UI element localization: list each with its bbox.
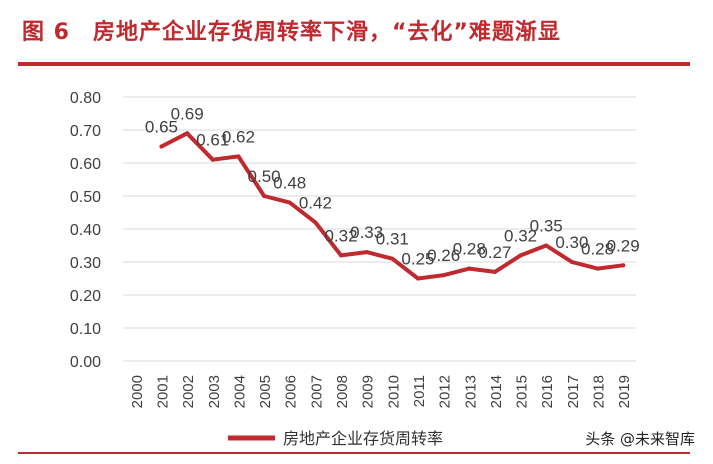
y-tick-label: 0.50	[70, 189, 101, 206]
data-label: 0.32	[324, 226, 357, 245]
data-point	[339, 253, 344, 258]
x-tick-label: 2007	[308, 375, 325, 408]
x-tick-label: 2011	[411, 375, 428, 407]
x-tick-label: 2005	[257, 375, 274, 408]
data-label: 0.27	[478, 243, 511, 262]
x-tick-label: 2002	[180, 375, 197, 408]
data-point	[492, 269, 497, 274]
data-point	[569, 260, 574, 264]
data-point	[287, 200, 292, 205]
y-tick-label: 0.10	[70, 321, 101, 338]
x-tick-label: 2013	[462, 375, 479, 408]
data-point	[595, 266, 600, 271]
y-tick-label: 0.30	[70, 255, 101, 272]
x-tick-label: 2017	[565, 375, 582, 408]
data-point	[621, 263, 626, 268]
x-tick-label: 2008	[334, 375, 351, 408]
x-tick-label: 2006	[283, 375, 300, 408]
y-tick-label: 0.00	[70, 354, 101, 371]
data-point	[159, 144, 164, 149]
x-tick-label: 2003	[206, 375, 223, 408]
y-tick-label: 0.80	[70, 90, 101, 107]
x-tick-label: 2010	[385, 375, 402, 408]
x-tick-label: 2004	[231, 375, 248, 408]
data-point	[518, 253, 523, 258]
y-tick-label: 0.20	[70, 288, 101, 305]
data-label: 0.65	[145, 118, 178, 137]
data-label: 0.28	[581, 240, 614, 259]
y-tick-label: 0.40	[70, 222, 101, 239]
data-label: 0.61	[196, 131, 229, 150]
data-point	[236, 154, 241, 159]
data-point	[544, 243, 549, 248]
data-label: 0.42	[299, 193, 332, 212]
data-label: 0.28	[453, 240, 486, 259]
legend-label: 房地产企业存货周转率	[283, 429, 443, 448]
data-label: 0.50	[248, 167, 281, 186]
data-label: 0.48	[273, 174, 306, 193]
data-label: 0.31	[376, 230, 409, 249]
data-label: 0.25	[401, 250, 434, 269]
data-label: 0.32	[504, 226, 537, 245]
data-label: 0.29	[607, 236, 640, 255]
data-point	[185, 131, 190, 136]
figure-title: 图 6 房地产企业存货周转率下滑，“去化”难题渐显	[22, 20, 561, 45]
data-point	[313, 220, 318, 225]
x-tick-label: 2012	[437, 375, 454, 408]
data-label: 0.69	[171, 104, 204, 123]
data-label: 0.30	[555, 233, 588, 252]
x-tick-label: 2015	[514, 375, 531, 408]
data-point	[467, 266, 472, 271]
data-label: 0.33	[350, 223, 383, 242]
x-tick-label: 2000	[129, 375, 146, 408]
bottom-rule	[18, 452, 690, 454]
x-tick-label: 2014	[488, 375, 505, 408]
x-tick-label: 2019	[616, 375, 633, 408]
x-tick-label: 2009	[360, 375, 377, 408]
data-label: 0.62	[222, 127, 255, 146]
data-point	[262, 194, 267, 198]
x-tick-label: 2016	[539, 375, 556, 408]
data-label: 0.26	[427, 246, 460, 265]
x-tick-label: 2018	[591, 375, 608, 408]
data-point	[210, 157, 215, 162]
data-point	[441, 273, 446, 278]
y-tick-label: 0.70	[70, 123, 101, 140]
y-tick-label: 0.60	[70, 156, 101, 173]
data-point	[364, 250, 369, 255]
watermark: 头条 @未来智库	[585, 430, 695, 448]
data-label: 0.35	[530, 217, 563, 236]
title-rule	[18, 62, 690, 66]
data-point	[390, 256, 395, 261]
x-tick-label: 2001	[154, 375, 171, 408]
data-point	[415, 276, 420, 281]
